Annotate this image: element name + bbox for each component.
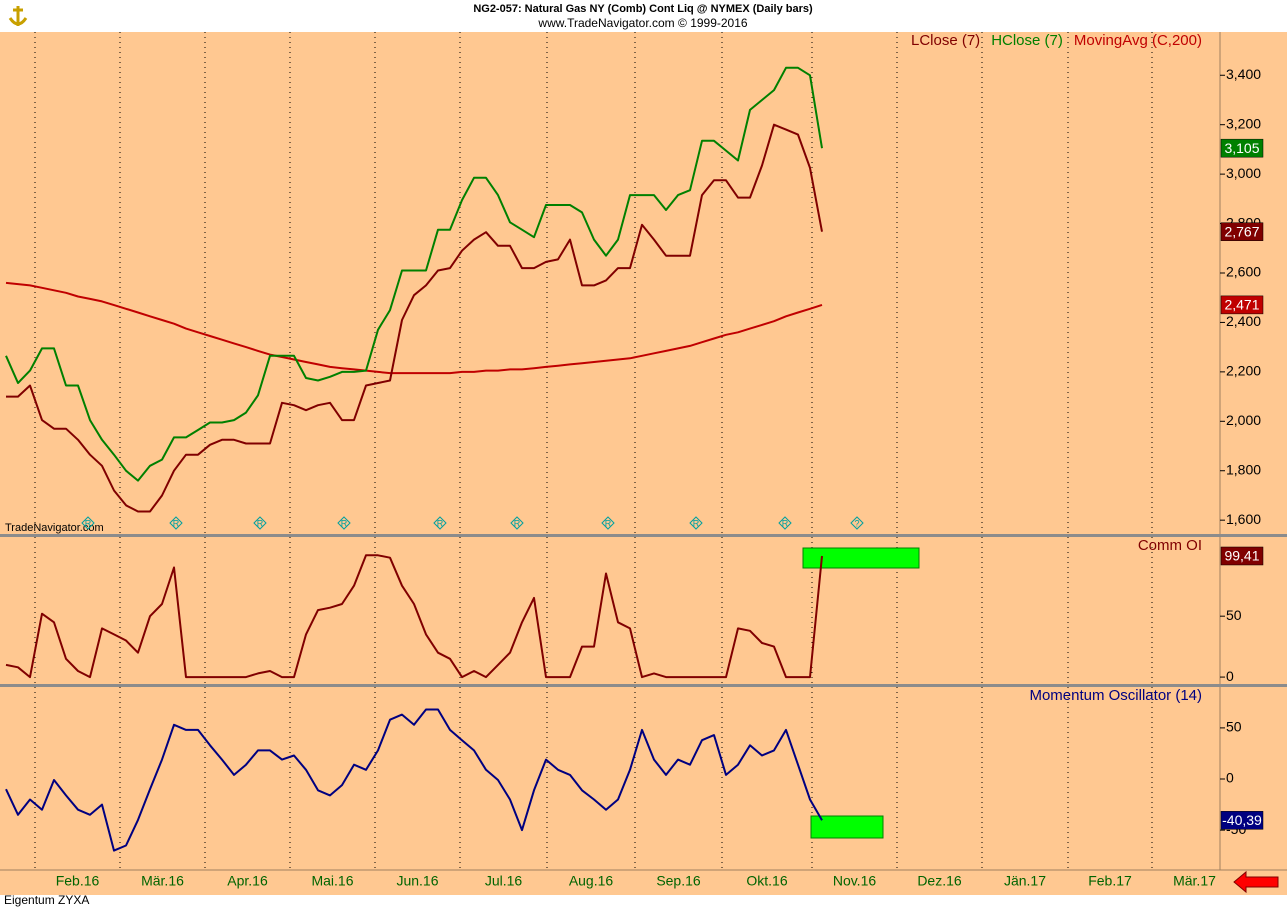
x-tick-label: Feb.16 bbox=[56, 873, 100, 889]
legend-entry: MovingAvg (C,200) bbox=[1074, 32, 1202, 49]
signal-marker bbox=[253, 516, 267, 530]
y-tick-label: 2,600 bbox=[1226, 264, 1261, 280]
x-tick-label: Feb.17 bbox=[1088, 873, 1132, 889]
value-label-bg bbox=[1220, 138, 1264, 158]
y-tick-label: 50 bbox=[1226, 607, 1242, 623]
plot-background bbox=[0, 32, 1287, 895]
signal-label: R bbox=[257, 518, 264, 528]
signal-marker bbox=[850, 516, 864, 530]
value-label: 3,105 bbox=[1224, 140, 1259, 156]
y-tick-label: 3,000 bbox=[1226, 165, 1261, 181]
series-line bbox=[5, 554, 823, 679]
y-tick-label: 2,000 bbox=[1226, 412, 1261, 428]
series-line bbox=[5, 281, 823, 375]
y-tick-label: 0 bbox=[1226, 668, 1234, 684]
value-label-bg bbox=[1220, 546, 1264, 566]
y-tick-label: 50 bbox=[1226, 719, 1242, 735]
signal-label: R bbox=[693, 518, 700, 528]
x-tick-label: Okt.16 bbox=[746, 873, 787, 889]
signal-marker bbox=[689, 516, 703, 530]
y-tick-label: 1,800 bbox=[1226, 461, 1261, 477]
signal-label: R bbox=[782, 518, 789, 528]
signal-marker bbox=[601, 516, 615, 530]
header-subtitle: www.TradeNavigator.com © 1999-2016 bbox=[537, 16, 747, 30]
value-label: -40,39 bbox=[1222, 812, 1262, 828]
value-label-bg bbox=[1220, 295, 1264, 315]
legend-entry: LClose (7) bbox=[911, 32, 980, 49]
x-tick-label: Dez.16 bbox=[917, 873, 962, 889]
header-title: NG2-057: Natural Gas NY (Comb) Cont Liq … bbox=[473, 3, 813, 15]
value-label: 2,471 bbox=[1224, 297, 1259, 313]
y-tick-label: 1,600 bbox=[1226, 511, 1261, 527]
signal-marker bbox=[169, 516, 183, 530]
y-tick-label: 3,200 bbox=[1226, 115, 1261, 131]
signal-marker bbox=[510, 516, 524, 530]
legend-entry: Comm OI bbox=[1138, 537, 1202, 554]
signal-marker bbox=[337, 516, 351, 530]
x-tick-label: Jän.17 bbox=[1004, 873, 1046, 889]
value-label-bg bbox=[1220, 811, 1264, 830]
value-label: 2,767 bbox=[1224, 223, 1259, 239]
signal-label: R bbox=[437, 518, 444, 528]
signal-label: R bbox=[85, 518, 92, 528]
signal-label: R bbox=[173, 518, 180, 528]
signal-label: R bbox=[514, 518, 521, 528]
legend-entry: HClose (7) bbox=[991, 32, 1063, 49]
x-tick-label: Jul.16 bbox=[485, 873, 523, 889]
legend-entry: Momentum Oscillator (14) bbox=[1029, 687, 1202, 704]
series-line bbox=[5, 66, 823, 482]
y-tick-label: 2,400 bbox=[1226, 313, 1261, 329]
panel-separator bbox=[0, 684, 1287, 687]
highlight-box bbox=[810, 815, 884, 839]
y-tick-label: 0 bbox=[1226, 770, 1234, 786]
logo-anchor bbox=[8, 6, 28, 26]
value-label: 99,41 bbox=[1224, 548, 1259, 564]
value-label-bg bbox=[1220, 222, 1264, 241]
x-tick-label: Mai.16 bbox=[311, 873, 353, 889]
x-tick-label: Mär.17 bbox=[1173, 873, 1216, 889]
x-tick-label: Aug.16 bbox=[569, 873, 614, 889]
signal-label: ? bbox=[854, 518, 859, 528]
x-tick-label: Jun.16 bbox=[396, 873, 438, 889]
signal-marker bbox=[778, 516, 792, 530]
logo bbox=[4, 4, 32, 30]
footer: Eigentum ZYXA bbox=[4, 893, 89, 907]
panel-separator bbox=[0, 534, 1287, 537]
signal-marker bbox=[81, 516, 95, 530]
series-line bbox=[5, 708, 823, 852]
scroll-arrow[interactable] bbox=[1233, 870, 1279, 894]
signal-label: R bbox=[605, 518, 612, 528]
watermark: TradeNavigator.com bbox=[5, 522, 104, 534]
x-tick-label: Apr.16 bbox=[227, 873, 268, 889]
signal-label: R bbox=[341, 518, 348, 528]
x-tick-label: Mär.16 bbox=[141, 873, 184, 889]
y-tick-label: 3,400 bbox=[1226, 66, 1261, 82]
x-tick-label: Nov.16 bbox=[833, 873, 877, 889]
highlight-box bbox=[802, 547, 920, 569]
y-tick-label: 2,200 bbox=[1226, 363, 1261, 379]
x-tick-label: Sep.16 bbox=[656, 873, 701, 889]
signal-marker bbox=[433, 516, 447, 530]
series-line bbox=[6, 123, 823, 513]
